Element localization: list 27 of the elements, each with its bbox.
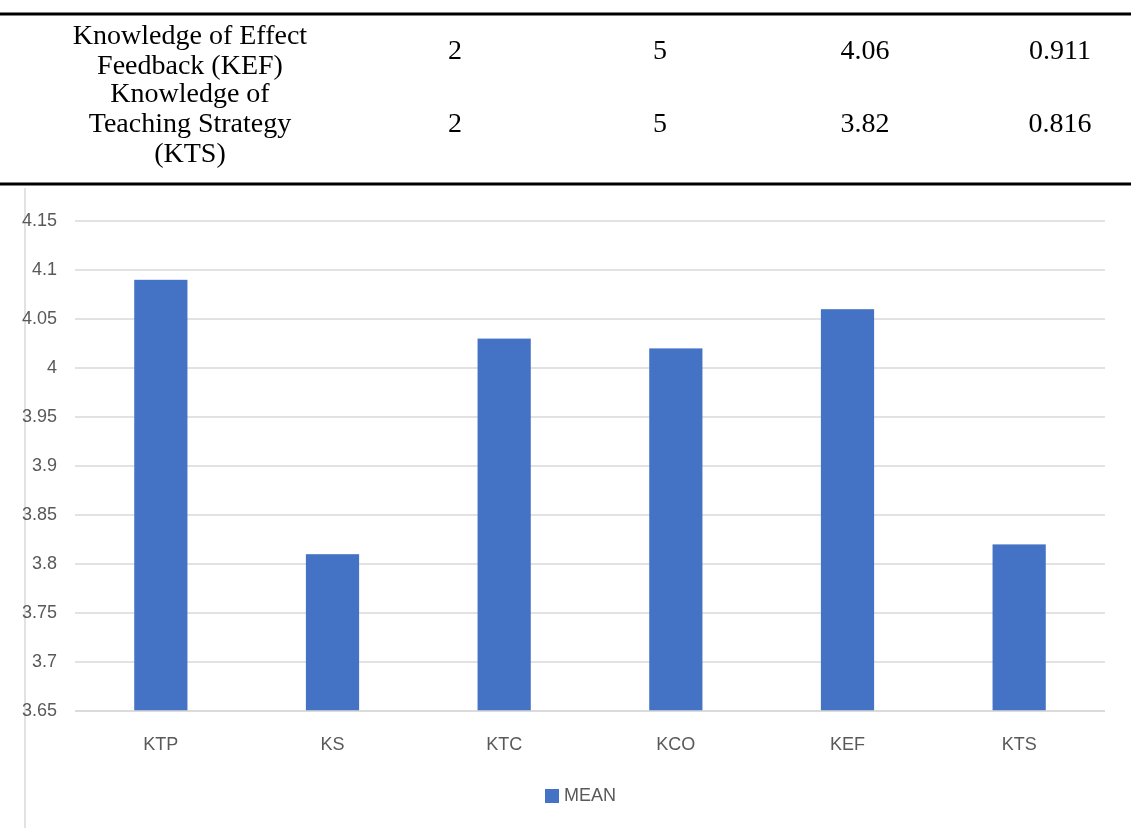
y-tick-label: 3.8 [31,552,57,573]
y-tick-label: 3.85 [21,503,57,524]
y-tick-label: 3.65 [21,699,57,720]
x-tick-label: KTS [1001,733,1037,754]
y-tick-label: 4 [46,356,57,377]
text: 2 [448,106,462,138]
text: 3.82 [840,106,890,138]
y-tick-label: 4.15 [21,209,57,230]
x-tick-label: KTP [143,733,179,754]
y-tick-label: 3.7 [31,650,57,671]
text: 2 [448,33,462,65]
legend-label: MEAN [564,784,617,805]
text: 0.911 [1029,33,1091,65]
y-tick-label: 4.05 [21,307,57,328]
text: 0.816 [1028,106,1092,138]
text: 5 [653,33,667,65]
y-tick-label: 3.9 [31,454,57,475]
text: 4.06 [840,33,890,65]
y-tick-label: 4.1 [31,258,57,279]
y-tick-label: 3.95 [21,405,57,426]
x-tick-label: KS [320,733,345,754]
x-tick-label: KEF [829,733,866,754]
x-tick-label: KTC [486,733,523,754]
y-tick-label: 3.75 [21,601,57,622]
text: 5 [653,106,667,138]
x-tick-label: KCO [656,733,696,754]
text: Knowledge of Effect Feedback (KEF) [72,18,308,80]
